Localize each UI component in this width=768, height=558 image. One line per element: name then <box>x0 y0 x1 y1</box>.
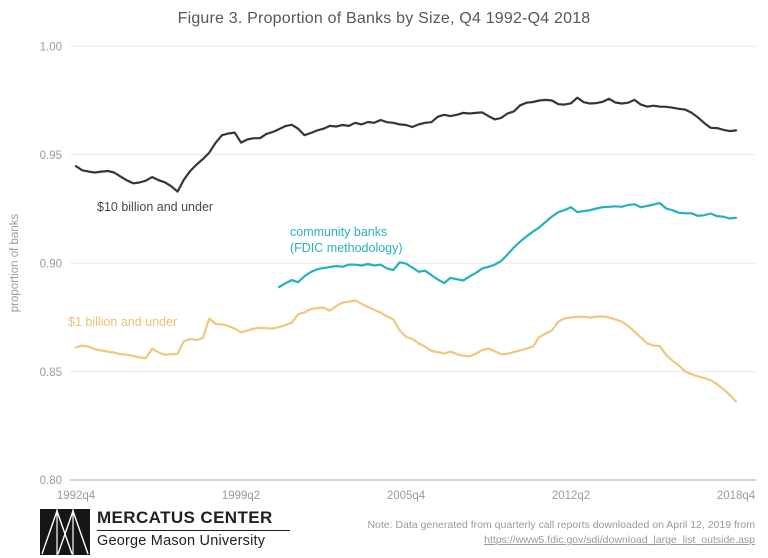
figure-title: Figure 3. Proportion of Banks by Size, Q… <box>177 10 591 27</box>
label-community-banks-line1: community banks <box>290 225 387 239</box>
y-tick-0.90: 0.90 <box>40 259 62 271</box>
footer: MERCATUS CENTER George Mason University … <box>0 506 768 558</box>
series-line-community-banks <box>278 202 738 289</box>
line-chart: 1.00 0.95 0.90 0.85 0.80 proportion of b… <box>9 42 756 502</box>
x-tick-2018q4: 2018q4 <box>717 490 756 502</box>
series-lines <box>74 96 738 403</box>
y-tick-1.00: 1.00 <box>40 42 62 54</box>
mercatus-logo-icon <box>40 509 90 555</box>
label-ten-billion-and-under: $10 billion and under <box>97 200 213 214</box>
x-tick-1999q2: 1999q2 <box>222 490 260 502</box>
brand-block: MERCATUS CENTER George Mason University <box>97 508 297 549</box>
source-note: Note: Data generated from quarterly call… <box>315 518 755 548</box>
x-tick-2012q2: 2012q2 <box>552 490 590 502</box>
y-tick-0.80: 0.80 <box>40 475 62 487</box>
y-axis-label: proportion of banks <box>9 214 21 313</box>
note-text: Note: Data generated from quarterly call… <box>367 519 755 531</box>
y-tick-0.85: 0.85 <box>40 367 62 379</box>
label-community-banks-line2: (FDIC methodology) <box>290 241 403 255</box>
note-link[interactable]: https://www5.fdic.gov/sdi/download_large… <box>484 534 755 547</box>
brand-george-mason: George Mason University <box>97 533 266 549</box>
series-line-ten-billion-and-under <box>74 96 738 193</box>
y-tick-0.95: 0.95 <box>40 150 62 162</box>
x-tick-1992q4: 1992q4 <box>57 490 96 502</box>
brand-divider <box>97 530 290 531</box>
brand-mercatus-center: MERCATUS CENTER <box>97 508 273 527</box>
x-tick-2005q4: 2005q4 <box>387 490 426 502</box>
label-one-billion-and-under: $1 billion and under <box>68 315 177 329</box>
series-line-one-billion-and-under <box>74 299 738 403</box>
